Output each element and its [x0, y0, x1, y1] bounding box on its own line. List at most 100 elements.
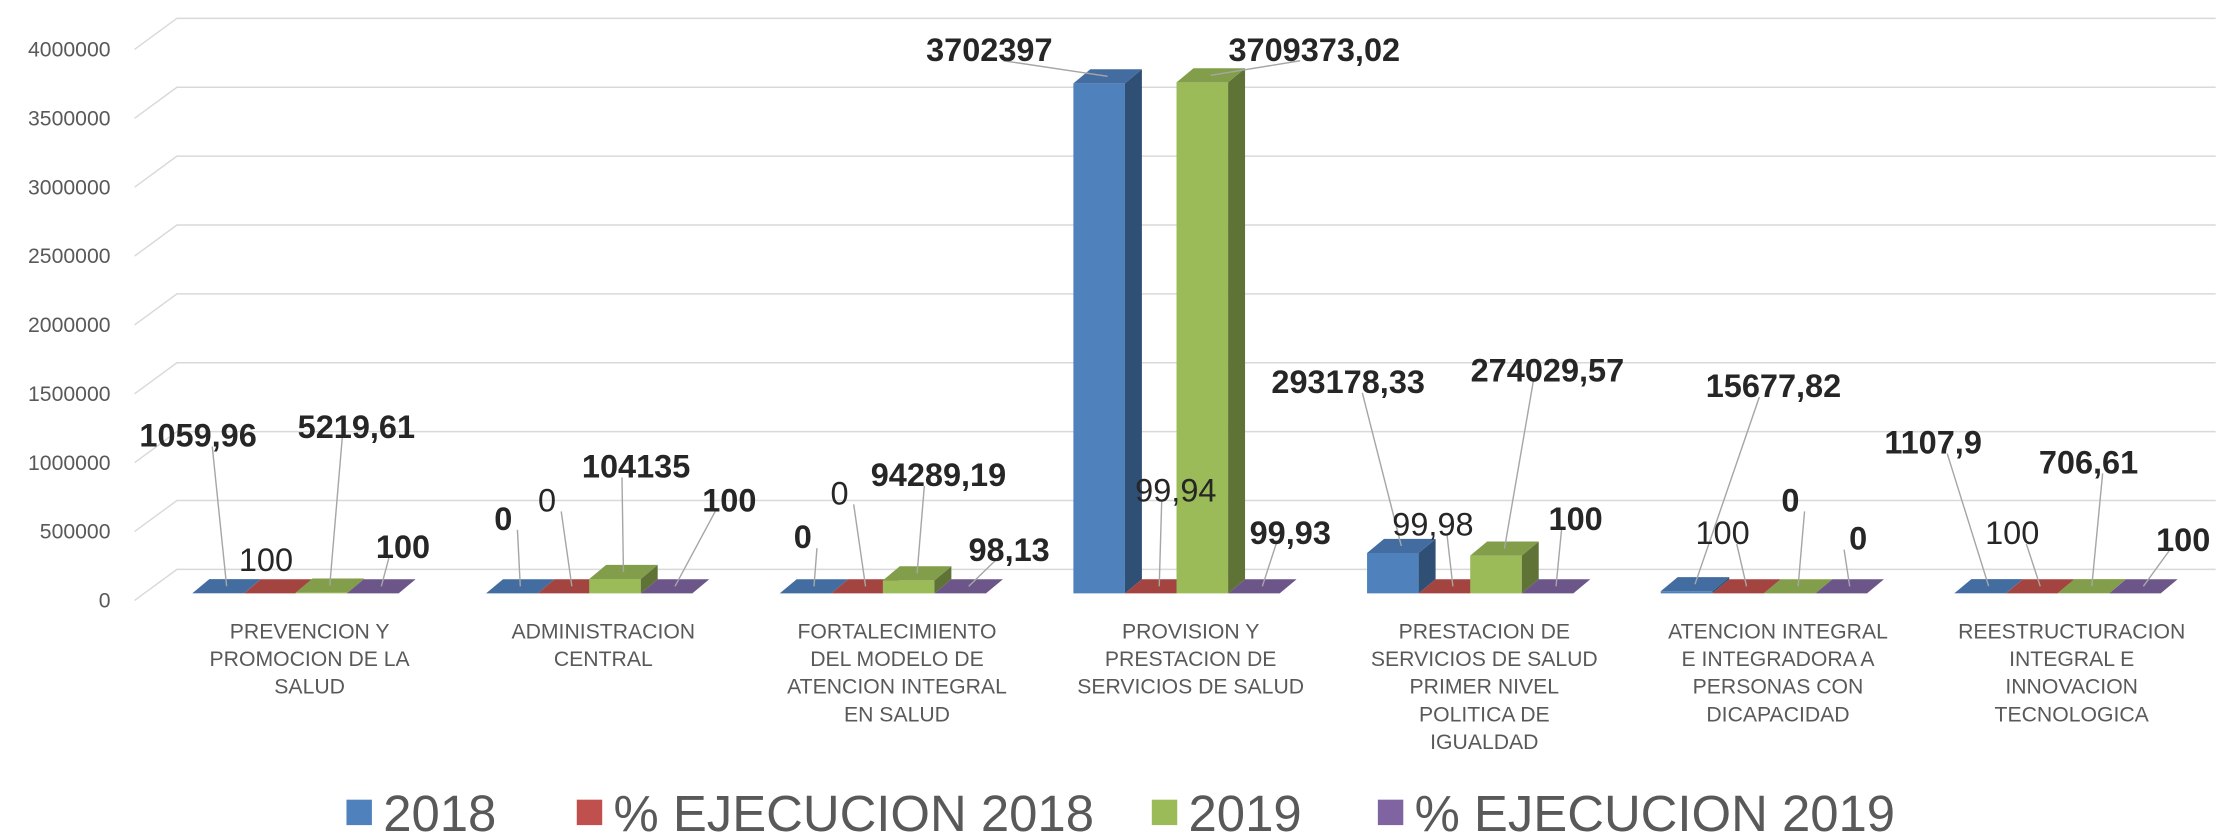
- x-tick-label: PREVENCION Y PROMOCION DE LA SALUD: [210, 621, 411, 699]
- bar: [882, 566, 952, 594]
- bar-top: [1124, 579, 1194, 594]
- y-tick-label: 0: [99, 590, 111, 613]
- value-label: 104135: [582, 449, 690, 485]
- bar-front: [1470, 555, 1522, 594]
- y-tick-label: 3000000: [28, 176, 110, 199]
- bar-top: [1521, 579, 1591, 594]
- bar: [1470, 541, 1539, 594]
- value-label: 100: [1695, 515, 1749, 551]
- bar-side: [1228, 68, 1246, 594]
- bar: [2109, 579, 2178, 594]
- legend-swatch: [1377, 799, 1404, 826]
- y-tick-label: 2000000: [28, 314, 110, 337]
- leader-line: [1446, 535, 1454, 587]
- value-label: 0: [794, 519, 812, 555]
- leader-line: [1003, 60, 1108, 78]
- bar-front: [1367, 553, 1419, 594]
- bar-side: [1712, 577, 1730, 594]
- legend-label: % EJECUCION 2018: [613, 785, 1094, 835]
- leader-line: [2142, 550, 2170, 587]
- bar-front: [589, 579, 641, 594]
- leader-line: [621, 477, 625, 573]
- x-tick-label: FORTALECIMIENTO DEL MODELO DE ATENCION INT…: [787, 621, 1007, 727]
- leader-line: [813, 548, 818, 587]
- bar-top: [2109, 579, 2178, 594]
- bar-top: [1470, 541, 1539, 556]
- value-label: 100: [376, 529, 430, 565]
- bar-side: [2109, 579, 2127, 594]
- bar: [1176, 68, 1246, 594]
- leader-line: [2091, 473, 2104, 587]
- bar-top: [1712, 579, 1781, 594]
- bar-top: [1228, 579, 1297, 594]
- leader-line: [560, 511, 573, 587]
- value-label: 0: [831, 475, 849, 511]
- leader-line: [2025, 543, 2041, 587]
- leader-line: [329, 437, 343, 586]
- y-tick-label: 1500000: [28, 383, 110, 406]
- legend-label: 2018: [383, 785, 496, 835]
- grid-line: [134, 499, 2216, 533]
- y-tick-label: 2500000: [28, 245, 110, 268]
- bar-side: [1763, 579, 1781, 594]
- leader-line: [1797, 511, 1806, 587]
- value-label: 100: [2156, 522, 2210, 558]
- grid-line: [134, 155, 2216, 188]
- value-label: 98,13: [968, 532, 1049, 568]
- bar-side: [347, 578, 365, 594]
- value-label: 5219,61: [298, 409, 415, 445]
- legend-swatch: [1151, 799, 1178, 826]
- grid-line: [134, 17, 2216, 51]
- bar-side: [1573, 579, 1591, 594]
- leader-line: [1946, 453, 1990, 587]
- bar-side: [2005, 579, 2023, 594]
- leader-line: [1210, 60, 1301, 77]
- leader-line: [1736, 543, 1748, 587]
- value-label: 1059,96: [139, 417, 256, 453]
- value-label: 100: [239, 542, 293, 578]
- y-tick-label: 4000000: [28, 39, 110, 62]
- x-tick-label: REESTRUCTURACION INTEGRAL E INNOVACION TECN…: [1958, 621, 2185, 727]
- bar-side: [243, 579, 261, 594]
- bar: [640, 579, 710, 594]
- bar-front: [1660, 591, 1713, 594]
- bar: [2057, 579, 2127, 594]
- value-label: 15677,82: [1706, 368, 1842, 404]
- value-label: 293178,33: [1271, 364, 1425, 400]
- leader-line: [380, 557, 390, 587]
- y-tick-label: 3500000: [28, 107, 110, 130]
- y-tick-label: 500000: [40, 521, 111, 544]
- leader-line: [916, 485, 926, 574]
- leader-line: [1555, 529, 1563, 587]
- value-label: 99,94: [1135, 473, 1216, 509]
- leader-line: [1503, 381, 1534, 549]
- x-tick-label: PRESTACION DE SERVICIOS DE SALUD PRIMER NI…: [1371, 621, 1598, 754]
- bar-top: [2005, 579, 2075, 594]
- leader-line: [1261, 543, 1277, 587]
- value-label: 0: [1849, 521, 1867, 557]
- leader-line: [516, 529, 522, 587]
- leader-line: [1361, 392, 1403, 547]
- y-tick-label: 1000000: [28, 452, 110, 475]
- bar-side: [2160, 579, 2178, 594]
- legend-swatch: [576, 799, 603, 826]
- bar-top: [243, 579, 313, 594]
- bar-top: [1367, 538, 1436, 554]
- value-label: 3702397: [926, 32, 1052, 68]
- grid-line: [134, 293, 2216, 326]
- leader-line: [211, 446, 228, 587]
- value-label: 274029,57: [1471, 352, 1625, 388]
- leader-line: [1843, 549, 1851, 587]
- bar-front: [1176, 82, 1229, 594]
- bar-front: [295, 592, 348, 594]
- bar-side: [640, 564, 658, 594]
- bar-side: [398, 579, 416, 594]
- bar-side: [934, 566, 952, 594]
- value-label: 99,93: [1250, 515, 1331, 551]
- leader-line: [1694, 396, 1760, 585]
- value-label: 94289,19: [871, 457, 1007, 493]
- x-tick-label: PROVISION Y PRESTACION DE SERVICIOS DE SAL…: [1077, 621, 1304, 699]
- bar: [1367, 538, 1436, 594]
- bar: [1073, 69, 1142, 594]
